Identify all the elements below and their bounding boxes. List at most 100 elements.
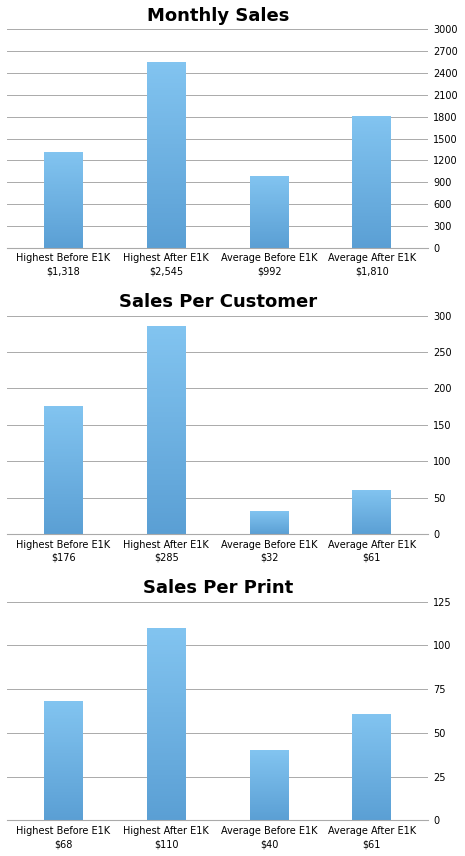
Bar <box>147 755 186 758</box>
Bar <box>250 767 289 768</box>
Bar <box>147 79 186 81</box>
Bar <box>352 811 392 812</box>
Bar <box>352 745 392 746</box>
Bar <box>147 801 186 804</box>
Bar <box>352 129 392 131</box>
Bar <box>250 782 289 783</box>
Bar <box>352 733 392 734</box>
Bar <box>44 475 83 476</box>
Bar <box>44 518 83 520</box>
Bar <box>44 419 83 420</box>
Bar <box>352 721 392 722</box>
Bar <box>352 210 392 211</box>
Bar <box>352 735 392 736</box>
Bar <box>352 122 392 124</box>
Bar <box>147 643 186 645</box>
Bar <box>147 223 186 224</box>
Bar <box>147 688 186 691</box>
Bar <box>352 799 392 800</box>
Bar <box>352 758 392 759</box>
Bar <box>147 780 186 782</box>
Bar <box>44 165 83 166</box>
Bar <box>147 132 186 134</box>
Bar <box>44 734 83 735</box>
Bar <box>44 816 83 817</box>
Bar <box>147 199 186 201</box>
Bar <box>352 786 392 787</box>
Bar <box>352 782 392 783</box>
Bar <box>44 452 83 454</box>
Bar <box>44 213 83 214</box>
Bar <box>44 488 83 489</box>
Bar <box>250 219 289 220</box>
Bar <box>352 223 392 225</box>
Bar <box>147 121 186 122</box>
Bar <box>352 238 392 240</box>
Bar <box>147 777 186 780</box>
Bar <box>147 399 186 401</box>
Bar <box>147 459 186 461</box>
Bar <box>250 771 289 772</box>
Bar <box>352 159 392 160</box>
Bar <box>352 133 392 134</box>
Bar <box>250 240 289 241</box>
Bar <box>147 90 186 92</box>
Bar <box>250 224 289 225</box>
Bar <box>352 738 392 739</box>
Bar <box>147 69 186 72</box>
Bar <box>250 758 289 759</box>
Bar <box>44 192 83 193</box>
Bar <box>44 786 83 788</box>
Bar <box>147 667 186 669</box>
Bar <box>250 189 289 190</box>
Bar <box>147 784 186 787</box>
Bar <box>352 810 392 811</box>
Bar <box>147 425 186 428</box>
Bar <box>352 719 392 721</box>
Bar <box>250 818 289 819</box>
Bar <box>44 409 83 411</box>
Bar <box>352 770 392 771</box>
Bar <box>44 216 83 217</box>
Bar <box>44 181 83 183</box>
Bar <box>147 717 186 719</box>
Bar <box>147 181 186 183</box>
Bar <box>250 217 289 218</box>
Bar <box>352 165 392 167</box>
Bar <box>147 431 186 433</box>
Bar <box>352 131 392 133</box>
Bar <box>44 422 83 424</box>
Bar <box>250 811 289 812</box>
Bar <box>352 800 392 801</box>
Bar <box>352 765 392 767</box>
Bar <box>250 222 289 223</box>
Bar <box>44 494 83 496</box>
Bar <box>147 693 186 695</box>
Bar <box>352 183 392 185</box>
Bar <box>44 805 83 807</box>
Bar <box>44 441 83 443</box>
Bar <box>44 214 83 216</box>
Bar <box>44 774 83 776</box>
Bar <box>250 800 289 801</box>
Bar <box>352 203 392 205</box>
Bar <box>44 741 83 743</box>
Bar <box>147 229 186 232</box>
Bar <box>147 187 186 190</box>
Bar <box>147 474 186 477</box>
Bar <box>250 179 289 180</box>
Bar <box>250 778 289 779</box>
Bar <box>44 531 83 532</box>
Bar <box>352 128 392 129</box>
Bar <box>44 210 83 211</box>
Bar <box>44 808 83 810</box>
Bar <box>147 508 186 511</box>
Bar <box>44 222 83 223</box>
Bar <box>352 784 392 786</box>
Bar <box>250 757 289 758</box>
Bar <box>147 461 186 464</box>
Bar <box>147 183 186 185</box>
Bar <box>352 723 392 724</box>
Bar <box>250 182 289 184</box>
Bar <box>44 752 83 753</box>
